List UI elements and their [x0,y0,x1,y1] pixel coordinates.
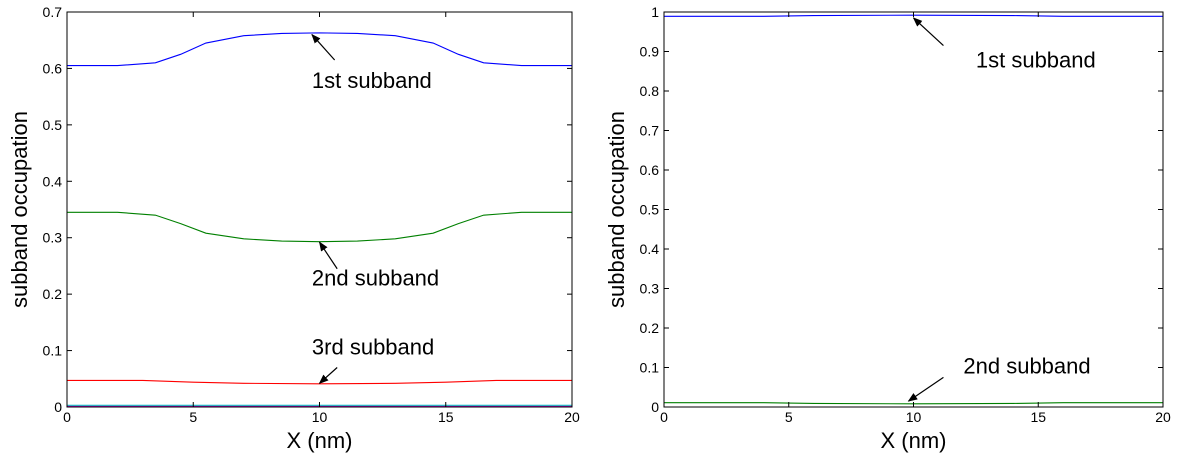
x-tick-label: 5 [785,409,793,425]
x-tick-label: 10 [906,409,922,425]
annotation-label: 1st subband [976,47,1096,72]
x-tick-label: 0 [660,409,668,425]
x-tick-label: 0 [63,409,71,425]
y-tick-label: 0.5 [43,117,63,133]
chart-panel-2: 0 5 10 15 20 0 0.1 0.2 0.3 0.4 0.5 0.6 0.7 0.8 0.9 1 X (… [604,4,1171,453]
y-tick-label: 0 [54,399,62,415]
series-line-3 [67,379,572,385]
y-tick-label: 0.2 [640,320,660,336]
y-tick-label: 0.7 [43,4,63,20]
y-axis-label: subband occupation [604,111,629,308]
y-tick-label: 0.4 [640,241,660,257]
x-tick-label: 15 [1030,409,1046,425]
series-line-2 [67,211,572,243]
annotation-label: 2nd subband [312,266,439,291]
chart-panel-1: 0 5 10 15 20 0 0.1 0.2 0.3 0.4 0.5 0.6 0.7 X (nm) subb… [7,4,580,453]
annotation-arrow [912,17,944,47]
annotation-arrow [318,241,338,270]
annotation-label: 2nd subband [963,353,1090,378]
x-axis-label: X (nm) [881,428,947,453]
y-tick-label: 0.3 [43,230,63,246]
x-tick-label: 5 [189,409,197,425]
y-tick-label: 0.4 [43,173,63,189]
y-tick-label: 0.7 [640,123,660,139]
y-tick-label: 0.6 [43,60,63,76]
y-tick-label: 0.1 [43,343,63,359]
series-line-1 [67,32,572,67]
y-tick-label: 0.9 [640,44,660,60]
x-tick-label: 15 [438,409,454,425]
y-tick-label: 0.1 [640,360,660,376]
y-tick-label: 0.6 [640,162,660,178]
y-tick-label: 1 [651,4,659,20]
annotation-arrow [907,376,944,402]
annotation-arrow [318,367,338,384]
y-tick-label: 0 [651,399,659,415]
annotation-label: 1st subband [312,68,432,93]
y-tick-label: 0.2 [43,286,63,302]
y-tick-label: 0.3 [640,281,660,297]
y-axis-label: subband occupation [7,111,32,308]
x-tick-label: 20 [1155,409,1171,425]
x-axis-label: X (nm) [287,428,353,453]
x-tick-label: 10 [312,409,328,425]
y-tick-label: 0.8 [640,83,660,99]
x-tick-label: 20 [564,409,580,425]
annotation-label: 3rd subband [312,335,434,360]
y-tick-label: 0.5 [640,202,660,218]
annotation-arrow [311,33,336,61]
